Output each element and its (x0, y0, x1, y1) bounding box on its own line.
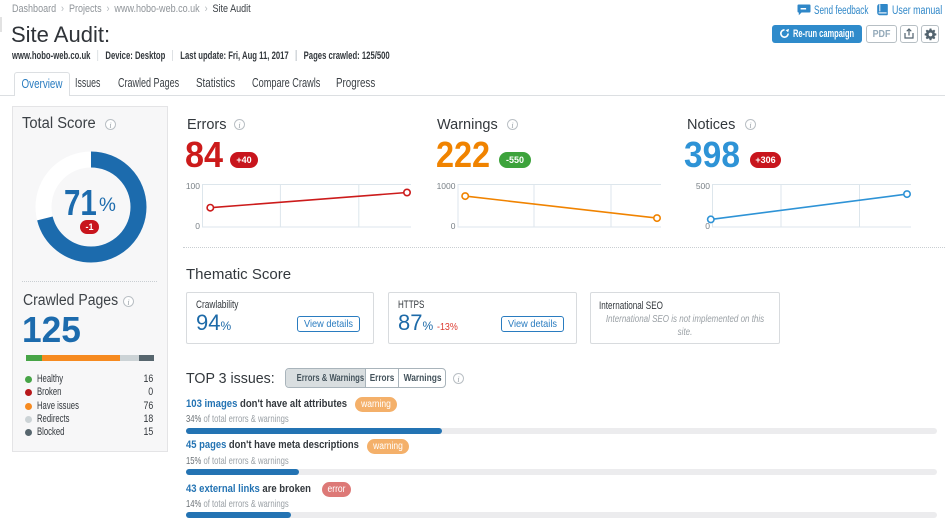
svg-text:100: 100 (186, 181, 200, 191)
svg-text:1000: 1000 (437, 181, 456, 191)
svg-text:0: 0 (195, 221, 200, 231)
svg-text:0: 0 (705, 221, 710, 231)
svg-text:0: 0 (451, 221, 456, 231)
svg-text:500: 500 (696, 181, 710, 191)
